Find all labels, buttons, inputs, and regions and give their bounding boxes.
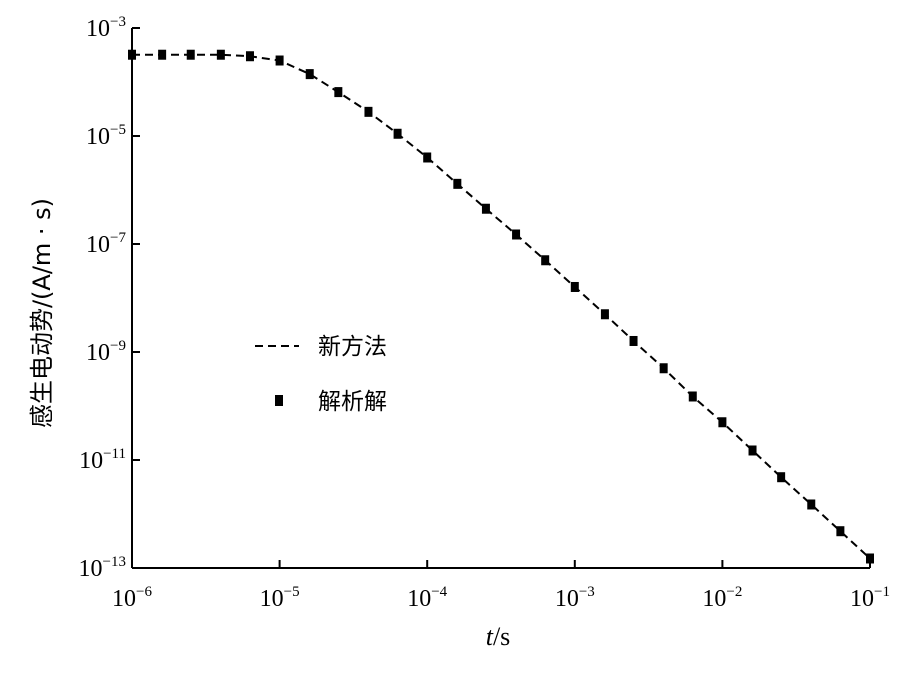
series-line-group xyxy=(132,53,871,560)
y-tick-label: 10−13 xyxy=(79,554,126,582)
data-point-marker xyxy=(275,55,284,66)
data-point-marker xyxy=(186,49,195,60)
legend-label-new-method: 新方法 xyxy=(318,334,387,360)
x-axis-ticks: 10−6 10−5 10−4 10−3 10−2 10−1 xyxy=(112,560,890,612)
data-point-marker xyxy=(364,106,373,117)
x-tick-label: 10−1 xyxy=(850,584,890,612)
y-tick-label: 10−3 xyxy=(86,14,126,42)
data-point-marker xyxy=(866,553,874,564)
x-axis-label-unit: /s xyxy=(493,622,510,651)
legend-label-analytical: 解析解 xyxy=(318,389,387,415)
x-tick-label: 10−4 xyxy=(407,584,447,612)
x-tick-label: 10−3 xyxy=(555,584,595,612)
y-axis-ticks: 10−13 10−11 10−9 10−7 10−5 10−3 xyxy=(79,14,140,582)
y-tick-label: 10−9 xyxy=(86,338,126,366)
x-axis-label-italic: t xyxy=(486,622,494,651)
data-point-marker xyxy=(629,335,638,346)
data-point-marker xyxy=(659,363,668,374)
data-point-marker xyxy=(128,49,136,60)
data-point-marker xyxy=(570,281,579,292)
axes xyxy=(131,28,870,569)
data-point-marker xyxy=(245,51,254,62)
y-tick-label: 10−11 xyxy=(79,446,126,474)
data-point-marker xyxy=(512,229,521,240)
data-point-marker xyxy=(748,445,757,456)
data-point-marker xyxy=(777,472,786,483)
data-point-marker xyxy=(600,309,609,320)
data-point-marker xyxy=(453,178,462,189)
data-point-marker xyxy=(305,69,314,80)
x-tick-label: 10−2 xyxy=(702,584,742,612)
data-point-marker xyxy=(334,87,343,98)
data-point-marker xyxy=(718,417,727,428)
series-markers-group xyxy=(128,49,874,564)
data-point-marker xyxy=(481,203,490,214)
legend: 新方法 解析解 xyxy=(255,334,387,415)
data-point-marker xyxy=(836,526,845,537)
data-point-marker xyxy=(158,49,167,60)
y-tick-label: 10−7 xyxy=(86,230,126,258)
data-point-marker xyxy=(423,152,432,163)
x-tick-label: 10−5 xyxy=(260,584,300,612)
y-axis-label: 感生电动势/(A/m · s) xyxy=(28,198,56,428)
legend-square-marker-swatch xyxy=(275,395,283,406)
y-tick-label: 10−5 xyxy=(86,122,126,150)
data-point-marker xyxy=(393,128,402,139)
data-point-marker xyxy=(541,255,550,266)
series-line-new-method xyxy=(132,53,871,560)
x-tick-label: 10−6 xyxy=(112,584,152,612)
x-axis-label: t/s xyxy=(486,622,511,651)
data-point-marker xyxy=(216,49,225,60)
data-point-marker xyxy=(807,499,816,510)
data-point-marker xyxy=(688,391,697,402)
